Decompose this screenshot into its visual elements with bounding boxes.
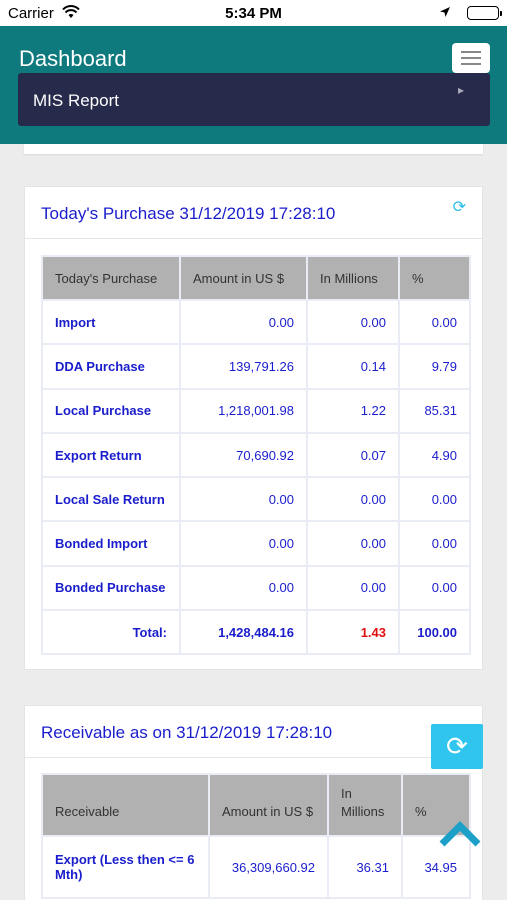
percent-cell: 0.00 [398,520,471,567]
total-millions: 1.43 [306,609,400,656]
chevron-right-icon: ▸ [457,83,464,97]
carrier-label: Carrier [8,5,54,22]
total-row: Total: 1,428,484.16 1.43 100.00 [41,609,471,656]
amount-cell: 0.00 [179,298,308,346]
row-name-link[interactable]: Export Return [41,431,181,479]
card-header: Today's Purchase 31/12/2019 17:28:10 ⟳ [25,187,482,239]
amount-cell: 139,791.26 [179,343,308,390]
row-name-link[interactable]: Local Sale Return [41,476,181,523]
percent-cell: 34.95 [401,835,471,899]
table-row: Export Return 70,690.92 0.07 4.90 [41,431,471,479]
percent-cell: 4.90 [398,431,471,479]
percent-cell: 0.00 [398,298,471,346]
amount-cell: 70,690.92 [179,431,308,479]
column-header: In Millions [306,255,400,301]
table-row: Import 0.00 0.00 0.00 [41,298,471,346]
row-name-link[interactable]: Local Purchase [41,387,181,434]
total-percent: 100.00 [398,609,471,656]
amount-cell: 36,309,660.92 [208,835,329,899]
purchase-table: Today's Purchase Amount in US $ In Milli… [41,255,471,656]
status-bar: Carrier 5:34 PM [0,0,507,26]
previous-card-bottom [24,144,483,154]
status-time: 5:34 PM [225,5,282,22]
percent-cell: 9.79 [398,343,471,390]
receivable-card: Receivable as on 31/12/2019 17:28:10 Rec… [24,705,483,900]
receivable-table: Receivable Amount in US $ In Millions % … [41,773,471,899]
table-row: Export (Less then <= 6 Mth) 36,309,660.92… [41,835,471,899]
table-row: Bonded Import 0.00 0.00 0.00 [41,520,471,567]
table-header-row: Receivable Amount in US $ In Millions % [41,773,471,837]
millions-cell: 0.00 [306,520,400,567]
refresh-icon: ⟳ [446,731,468,761]
row-name-link[interactable]: Export (Less then <= 6 Mth) [41,835,210,899]
wifi-icon [62,5,80,23]
total-amount: 1,428,484.16 [179,609,308,656]
column-header: Receivable [41,773,210,837]
percent-cell: 85.31 [398,387,471,434]
todays-purchase-card: Today's Purchase 31/12/2019 17:28:10 ⟳ T… [24,186,483,670]
table-row: Local Sale Return 0.00 0.00 0.00 [41,476,471,523]
row-name-link[interactable]: Bonded Import [41,520,181,567]
row-name-link[interactable]: DDA Purchase [41,343,181,390]
top-bar: Dashboard MIS Report ▸ [0,26,507,144]
location-icon [439,5,451,22]
percent-cell: 0.00 [398,476,471,523]
card-title: Receivable as on 31/12/2019 17:28:10 [41,723,333,742]
mis-report-label: MIS Report [33,91,119,110]
amount-cell: 1,218,001.98 [179,387,308,434]
total-label: Total: [41,609,181,656]
hamburger-menu-icon[interactable] [452,43,490,73]
millions-cell: 0.14 [306,343,400,390]
millions-cell: 0.07 [306,431,400,479]
amount-cell: 0.00 [179,476,308,523]
percent-cell: 0.00 [398,564,471,612]
table-row: DDA Purchase 139,791.26 0.14 9.79 [41,343,471,390]
column-header: Amount in US $ [179,255,308,301]
mis-report-menu-item[interactable]: MIS Report ▸ [18,73,490,126]
floating-refresh-button[interactable]: ⟳ [431,724,483,769]
column-header: Today's Purchase [41,255,181,301]
page-title: Dashboard [19,46,127,71]
amount-cell: 0.00 [179,520,308,567]
scroll-to-top-button[interactable] [438,820,482,850]
millions-cell: 0.00 [306,564,400,612]
millions-cell: 36.31 [327,835,403,899]
column-header: Amount in US $ [208,773,329,837]
amount-cell: 0.00 [179,564,308,612]
column-header: In Millions [327,773,403,837]
row-name-link[interactable]: Import [41,298,181,346]
millions-cell: 1.22 [306,387,400,434]
chevron-up-icon [439,821,481,847]
table-header-row: Today's Purchase Amount in US $ In Milli… [41,255,471,301]
row-name-link[interactable]: Bonded Purchase [41,564,181,612]
refresh-icon[interactable]: ⟳ [452,199,466,216]
card-header: Receivable as on 31/12/2019 17:28:10 [25,706,482,758]
card-title: Today's Purchase 31/12/2019 17:28:10 [41,204,336,223]
column-header: % [398,255,471,301]
table-row: Local Purchase 1,218,001.98 1.22 85.31 [41,387,471,434]
table-row: Bonded Purchase 0.00 0.00 0.00 [41,564,471,612]
millions-cell: 0.00 [306,476,400,523]
battery-icon [467,6,502,20]
millions-cell: 0.00 [306,298,400,346]
